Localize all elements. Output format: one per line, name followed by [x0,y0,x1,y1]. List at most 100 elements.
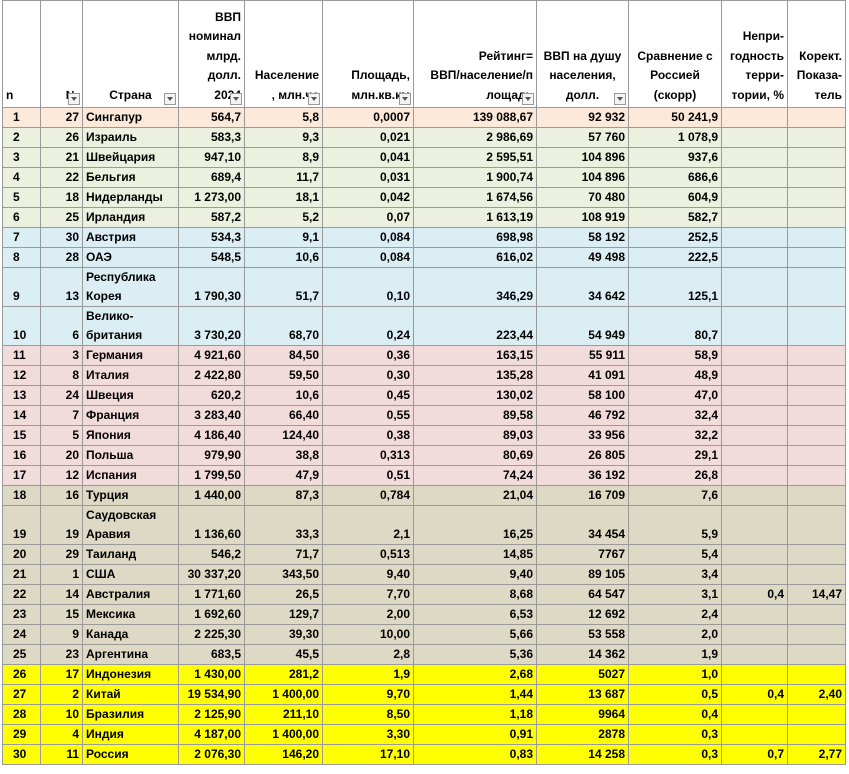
table-cell: 41 091 [536,365,629,386]
table-cell: 14 258 [536,744,629,765]
column-header: Непри- годность терри- тории, % [721,0,788,108]
table-cell [721,306,788,346]
filter-button[interactable] [399,93,411,105]
table-cell: 39,30 [244,624,323,645]
table-cell: 0,3 [628,744,722,765]
table-cell: 12 [2,365,41,386]
table-row: 27 2 Китай 19 534,90 1 400,00 9,70 1,44 13 687 0… [2,684,846,705]
table-cell: 34 454 [536,505,629,545]
table-cell: 2878 [536,724,629,745]
table-cell: 1,18 [413,704,537,725]
table-cell: 5,36 [413,644,537,665]
table-cell: 0,51 [322,465,414,486]
filter-button[interactable] [522,93,534,105]
table-cell: 9,1 [244,227,323,248]
table-row: 5 18 Нидерланды 1 273,00 18,1 0,042 1 674,56 70… [2,187,846,208]
table-cell: 146,20 [244,744,323,765]
table-cell: 12 [40,465,83,486]
table-cell: 3 730,20 [178,306,245,346]
table-cell: 124,40 [244,425,323,446]
table-cell: Италия [82,365,179,386]
table-cell: 16 709 [536,485,629,506]
table-cell: 15 [40,604,83,625]
table-cell: 2 986,69 [413,127,537,148]
table-cell [721,167,788,188]
table-cell: 252,5 [628,227,722,248]
table-cell: 22 [40,167,83,188]
table-cell: 14 [40,584,83,605]
table-cell: 14 362 [536,644,629,665]
table-cell: 1 078,9 [628,127,722,148]
table-cell: 683,5 [178,644,245,665]
filter-button[interactable] [164,93,176,105]
filter-button[interactable] [308,93,320,105]
filter-button[interactable] [230,93,242,105]
column-header: Страна [82,0,179,108]
table-cell: 534,3 [178,227,245,248]
table-cell: 0,91 [413,724,537,745]
table-cell: 0,30 [322,365,414,386]
table-cell: 5,2 [244,207,323,228]
table-cell: 583,3 [178,127,245,148]
column-header: Сравнение с Россией (скорр) [628,0,722,108]
table-cell [721,564,788,585]
table-row: 29 4 Индия 4 187,00 1 400,00 3,30 0,91 2878 0,3 [2,724,846,745]
table-cell: 0,313 [322,445,414,466]
table-cell: 32,2 [628,425,722,446]
table-cell: 0,4 [721,684,788,705]
table-cell [787,505,846,545]
table-cell: 17 [2,465,41,486]
table-cell [721,505,788,545]
table-cell: 26 805 [536,445,629,466]
filter-button[interactable] [68,93,80,105]
table-row: 26 17 Индонезия 1 430,00 281,2 1,9 2,68 5027 1,0 [2,664,846,685]
table-cell: 1 613,19 [413,207,537,228]
table-cell: 281,2 [244,664,323,685]
table-cell [787,564,846,585]
table-cell [787,465,846,486]
table-cell: 11 [2,345,41,366]
table-cell: Австралия [82,584,179,605]
table-cell: 4 [40,724,83,745]
table-cell [721,385,788,406]
table-cell: 13 [40,267,83,307]
table-cell: 16 [2,445,41,466]
table-cell: 2,0 [628,624,722,645]
table-cell: 25 [40,207,83,228]
table-cell: 7767 [536,544,629,565]
table-cell: 8,9 [244,147,323,168]
table-cell: 0,4 [721,584,788,605]
table-row: 19 19 Саудовская Аравия 1 136,60 33,3 2,1 16,2… [2,505,846,545]
table-cell: Испания [82,465,179,486]
table-cell: 2,77 [787,744,846,765]
table-cell [787,385,846,406]
table-cell: 1 440,00 [178,485,245,506]
table-row: 11 3 Германия 4 921,60 84,50 0,36 163,15 55 911… [2,345,846,366]
table-cell: 17 [40,664,83,685]
table-cell: 3 [2,147,41,168]
table-cell: 27 [40,107,83,128]
table-cell: 9964 [536,704,629,725]
table-cell [721,544,788,565]
filter-button[interactable] [614,93,626,105]
table-cell: 689,4 [178,167,245,188]
table-cell: 2,8 [322,644,414,665]
table-cell: 620,2 [178,385,245,406]
table-cell: 71,7 [244,544,323,565]
table-cell: 1 771,60 [178,584,245,605]
table-row: 2 26 Израиль 583,3 9,3 0,021 2 986,69 57 760 1 0… [2,127,846,148]
table-cell [787,107,846,128]
table-cell: 66,40 [244,405,323,426]
table-cell [787,425,846,446]
table-cell [787,147,846,168]
table-cell: 27 [2,684,41,705]
table-cell: 6 [2,207,41,228]
column-header: n [2,0,41,108]
table-cell: 1 400,00 [244,684,323,705]
table-cell: 9,40 [322,564,414,585]
table-cell: 163,15 [413,345,537,366]
table-cell: США [82,564,179,585]
table-cell: 21 [40,147,83,168]
table-cell: 11,7 [244,167,323,188]
